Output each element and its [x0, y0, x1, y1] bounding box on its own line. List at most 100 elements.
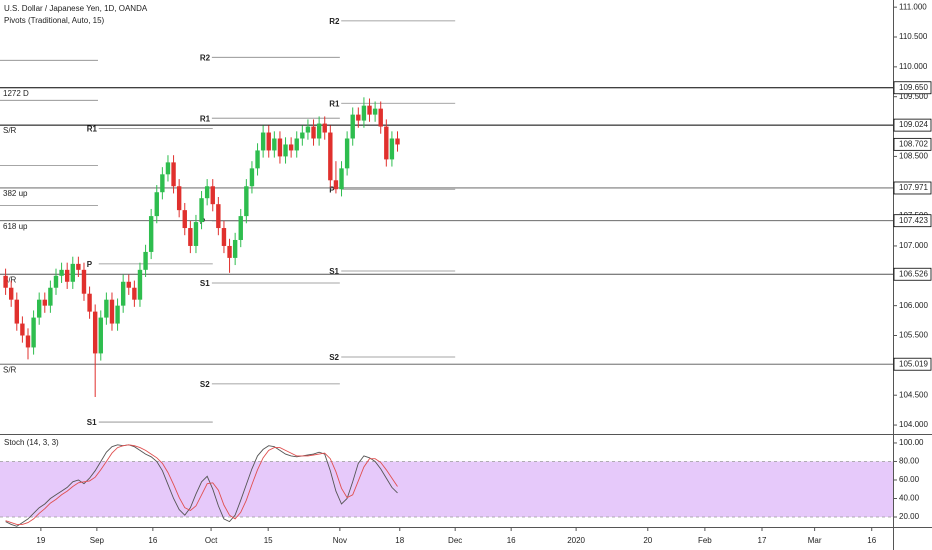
y-tick-label: 111.000	[899, 2, 927, 11]
x-tick-label: 20	[643, 536, 652, 545]
candle-body	[294, 138, 299, 151]
candle-body	[115, 305, 120, 324]
candle-body	[333, 180, 339, 190]
level-price-label: 109.650	[899, 83, 928, 92]
x-tick-label: 15	[264, 536, 273, 545]
level-price-label: 105.019	[899, 359, 928, 368]
candle-body	[132, 287, 137, 300]
candle-body	[395, 138, 400, 145]
level-price-label: 107.423	[899, 216, 928, 225]
candle-body	[92, 311, 98, 354]
pivot-label: R2	[329, 17, 340, 26]
level-label: S/R	[3, 275, 17, 284]
candle-body	[221, 228, 227, 246]
candle-body	[120, 281, 126, 306]
candle-body	[176, 186, 182, 211]
y-tick-label: 104.000	[899, 420, 928, 429]
x-tick-label: 18	[395, 536, 404, 545]
candle-body	[20, 323, 25, 336]
pivot-label: R1	[87, 124, 98, 133]
level-price-box	[893, 357, 932, 371]
candle-body	[171, 162, 176, 187]
x-tick-label: Feb	[698, 536, 712, 545]
level-label: 1272 D	[3, 89, 29, 98]
candle-body	[42, 299, 47, 306]
last-price-box	[893, 137, 932, 151]
candle-body	[350, 114, 355, 139]
candle-body	[305, 126, 311, 133]
candle-body	[199, 198, 204, 223]
pivot-label: R2	[200, 53, 211, 62]
candle-body	[193, 222, 199, 246]
candle-body	[148, 216, 154, 252]
x-tick-label: 16	[867, 536, 876, 545]
candle-body	[339, 168, 344, 190]
candle-body	[143, 251, 148, 270]
stoch-line	[5, 444, 398, 525]
candle-body	[328, 132, 333, 181]
pivot-label: S2	[329, 353, 339, 362]
x-tick-label: Oct	[205, 536, 218, 545]
candle-body	[48, 287, 53, 306]
candle-body	[316, 123, 322, 139]
candle-body	[160, 174, 165, 193]
x-tick-label: 2020	[567, 536, 585, 545]
candle-body	[216, 204, 221, 229]
candle-body	[266, 132, 271, 151]
level-price-box	[893, 181, 932, 195]
y-tick-label: 106.000	[899, 301, 928, 310]
candle-body	[260, 132, 266, 151]
candle-body	[378, 108, 383, 127]
candle-body	[70, 263, 75, 282]
candle-body	[322, 123, 327, 133]
candle-body	[249, 168, 255, 187]
candle-body	[25, 335, 31, 348]
pivot-label: S1	[329, 267, 339, 276]
candle-body	[188, 228, 193, 246]
candle-body	[31, 317, 36, 348]
x-tick-label: Dec	[448, 536, 462, 545]
candle-body	[384, 126, 389, 160]
pivot-label: S1	[87, 418, 97, 427]
pivot-label: R1	[200, 114, 211, 123]
candle-body	[36, 299, 42, 318]
stoch-y-tick-label: 100.00	[899, 438, 924, 447]
stoch-title: Stoch (14, 3, 3)	[4, 438, 59, 447]
candle-body	[283, 144, 288, 157]
stoch-band	[0, 461, 893, 518]
level-price-label: 109.024	[899, 120, 928, 129]
candle-body	[272, 138, 277, 151]
x-tick-label: 16	[507, 536, 516, 545]
y-tick-label: 107.000	[899, 241, 928, 250]
indicator-label: Pivots (Traditional, Auto, 15)	[4, 16, 105, 25]
candle-body	[8, 287, 14, 300]
x-tick-label: 16	[148, 536, 157, 545]
candle-body	[126, 281, 131, 288]
y-tick-label: 105.500	[899, 331, 928, 340]
level-price-box	[893, 118, 932, 132]
pivot-label: R1	[329, 99, 340, 108]
y-tick-label: 108.500	[899, 152, 928, 161]
candle-body	[210, 186, 215, 205]
candle-body	[288, 144, 294, 151]
candle-body	[277, 138, 283, 157]
level-price-box	[893, 81, 932, 95]
level-label: 382 up	[3, 189, 28, 198]
y-tick-label: 104.500	[899, 390, 928, 399]
level-label: 618 up	[3, 222, 28, 231]
candle-body	[182, 210, 187, 229]
pivot-label: S1	[200, 279, 210, 288]
candle-body	[244, 186, 249, 217]
candle-body	[137, 269, 143, 300]
candle-body	[76, 263, 81, 270]
pivot-label: P	[329, 185, 335, 194]
level-price-label: 107.971	[899, 183, 928, 192]
candle-body	[232, 239, 238, 258]
level-label: S/R	[3, 365, 17, 374]
candle-body	[311, 126, 316, 139]
level-price-label: 106.526	[899, 269, 928, 278]
candle-body	[59, 269, 64, 276]
